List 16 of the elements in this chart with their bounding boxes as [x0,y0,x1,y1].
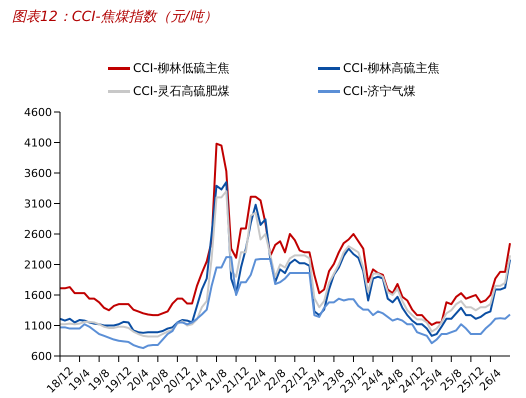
y-tick-label: 3100 [24,197,52,210]
line-series [59,142,511,326]
y-tick-label: 3600 [24,166,52,180]
legend-label: CCI-柳林低硫主焦 [133,60,230,77]
chart-title: 图表12：CCI-焦煤指数（元/吨） [11,8,218,27]
legend-label: CCI-柳林高硫主焦 [343,60,440,77]
y-tick-label: 4600 [24,106,52,119]
legend-label: CCI-灵石高硫肥煤 [133,83,230,100]
line-series [59,256,511,350]
y-tick-label: 2100 [24,258,52,272]
y-tick-label: 4100 [24,136,52,150]
y-tick-label: 1100 [24,319,52,332]
y-tick-label: 1600 [24,288,52,302]
y-tick-label: 2600 [24,228,52,241]
legend-label: CCI-济宁气煤 [343,83,416,100]
y-tick-label: 600 [31,350,52,363]
